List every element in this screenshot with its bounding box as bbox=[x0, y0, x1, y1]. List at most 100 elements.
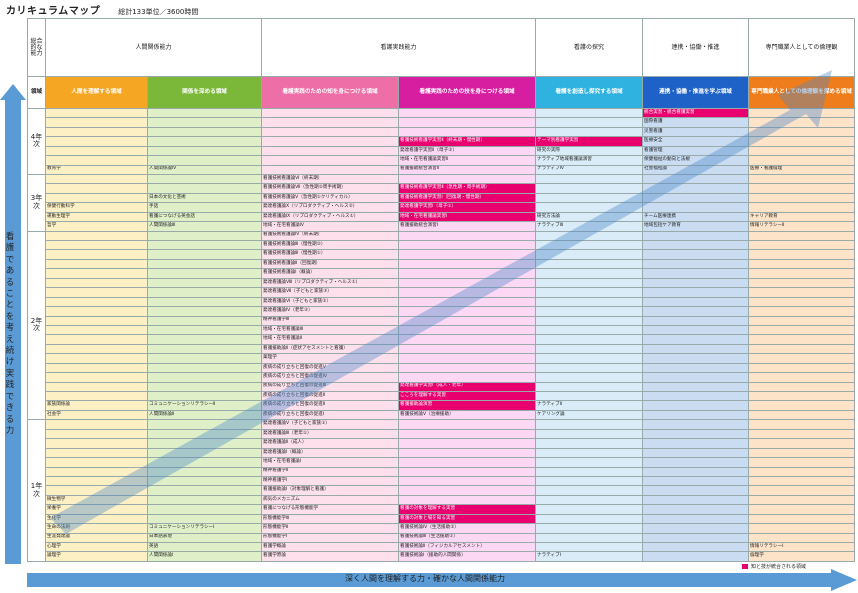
course-cell bbox=[748, 145, 856, 157]
area-header: 関係を深める領域 bbox=[146, 76, 263, 109]
course-cell bbox=[642, 551, 750, 562]
course-cell bbox=[45, 192, 148, 204]
course-cell bbox=[146, 173, 263, 185]
course-cell: 看護技術看護論Ⅱ（回復期） bbox=[261, 258, 400, 270]
course-cell bbox=[146, 343, 263, 355]
course-cell bbox=[642, 466, 750, 477]
course-cell: ナラティブⅢ bbox=[535, 221, 644, 232]
course-row: 災害看護 bbox=[28, 126, 856, 138]
course-cell: 栄養学 bbox=[45, 504, 148, 515]
course-cell bbox=[748, 202, 856, 213]
course-cell: 発達看護論Ⅶ（子どもと家族③） bbox=[261, 287, 400, 298]
course-cell bbox=[45, 249, 148, 260]
course-cell bbox=[748, 400, 856, 411]
course-cell: 地域・在宅看護論Ⅳ bbox=[261, 221, 400, 232]
course-cell: 日本の文化と芸術 bbox=[146, 192, 263, 204]
course-cell: テーマ別看護学実習 bbox=[535, 136, 644, 147]
course-cell: 形態機能学Ⅰ bbox=[261, 532, 400, 544]
course-cell bbox=[398, 249, 537, 260]
course-row: 保健行動科学 手話 発達看護論Ⅹ（リプロダクティブ・ヘルス②） 発達看護学実習Ⅰ（母子… bbox=[28, 202, 856, 213]
course-cell bbox=[45, 457, 148, 468]
course-cell bbox=[748, 136, 856, 147]
course-cell bbox=[748, 504, 856, 515]
area-header-row: 領域 人間を理解する領域 関係を深める領域 看護実践のための知を身につける領域 看護実践… bbox=[27, 76, 856, 109]
course-cell: 看護技術看護論Ⅶ（急性期②周手術期） bbox=[261, 183, 400, 194]
course-cell: 看護学原論 bbox=[261, 551, 400, 562]
course-row: 論理学 人間関係論Ⅰ 看護学原論 看護技術論Ⅰ（援助的人間関係） ナラティブⅠ 倫理学 bbox=[28, 551, 856, 562]
legend-label: 知と技が統合される領域 bbox=[751, 564, 807, 570]
course-cell bbox=[146, 334, 263, 345]
course-cell bbox=[642, 202, 750, 213]
course-cell bbox=[261, 117, 400, 128]
course-cell: 発達看護論Ⅵ（子どもと家族②） bbox=[261, 296, 400, 308]
course-cell bbox=[146, 107, 263, 119]
course-cell bbox=[535, 107, 644, 119]
course-cell: 人間関係論Ⅱ bbox=[146, 409, 263, 421]
course-cell bbox=[146, 419, 263, 430]
area-header: 連携・協働・推進を学ぶ領域 bbox=[642, 76, 750, 109]
course-cell bbox=[535, 475, 644, 487]
course-cell bbox=[146, 475, 263, 487]
course-cell bbox=[535, 334, 644, 345]
title-bar: カリキュラムマップ 総計133単位／3600時間 bbox=[6, 2, 198, 17]
course-cell bbox=[45, 485, 148, 496]
course-cell: 地域・在宅看護論Ⅱ bbox=[261, 334, 400, 345]
course-cell bbox=[535, 485, 644, 496]
course-cell bbox=[398, 117, 537, 128]
corner-label: 総合的な能力 bbox=[27, 17, 46, 78]
course-cell bbox=[146, 136, 263, 147]
course-cell bbox=[261, 107, 400, 119]
course-row: 国際看護 bbox=[28, 117, 856, 128]
course-cell bbox=[642, 447, 750, 459]
course-cell: 看護技術看護論Ⅲ（慢性期②） bbox=[261, 239, 400, 251]
course-cell bbox=[535, 504, 644, 515]
course-cell bbox=[535, 315, 644, 326]
course-cell bbox=[642, 513, 750, 525]
course-cell bbox=[748, 173, 856, 185]
course-cell bbox=[642, 306, 750, 317]
course-cell bbox=[146, 494, 263, 506]
course-cell bbox=[535, 258, 644, 270]
course-row: 看護技術看護論Ⅱ（回復期） bbox=[28, 258, 856, 270]
course-cell bbox=[45, 126, 148, 138]
course-cell bbox=[642, 438, 750, 449]
course-cell bbox=[748, 494, 856, 506]
vertical-arrow bbox=[0, 84, 26, 564]
course-cell bbox=[45, 117, 148, 128]
course-row: 看護援助論Ⅱ（症状アセスメントと看護） bbox=[28, 343, 856, 355]
course-cell bbox=[535, 457, 644, 468]
course-row: 発達看護学実習Ⅱ（母子②） 研究の実際 看護管理 bbox=[28, 145, 856, 157]
course-cell bbox=[642, 504, 750, 515]
course-cell bbox=[748, 258, 856, 270]
course-cell: ケアリング論 bbox=[535, 409, 644, 421]
course-cell bbox=[45, 428, 148, 440]
course-row: 発達看護論Ⅱ（成人） bbox=[28, 438, 856, 449]
course-cell bbox=[146, 315, 263, 326]
course-cell: 地域・在宅看護論実習Ⅰ bbox=[398, 211, 537, 223]
course-cell: 倫理学 bbox=[748, 551, 856, 562]
course-cell bbox=[642, 277, 750, 289]
course-row: 地域・在宅看護論Ⅰ bbox=[28, 457, 856, 468]
course-cell: 哲学 bbox=[45, 221, 148, 232]
course-cell bbox=[642, 239, 750, 251]
course-cell bbox=[748, 192, 856, 204]
course-cell bbox=[398, 173, 537, 185]
course-cell bbox=[45, 334, 148, 345]
course-cell bbox=[535, 532, 644, 544]
course-cell bbox=[398, 475, 537, 487]
horizontal-arrow bbox=[27, 569, 857, 591]
course-cell bbox=[45, 306, 148, 317]
course-cell bbox=[535, 192, 644, 204]
year-label: 4年次 bbox=[27, 107, 46, 175]
course-cell: 人間関係論Ⅳ bbox=[146, 164, 263, 175]
course-cell: 発達看護論Ⅹ（リプロダクティブ・ヘルス②） bbox=[261, 202, 400, 213]
course-cell bbox=[261, 145, 400, 157]
course-cell bbox=[45, 447, 148, 459]
course-cell bbox=[398, 287, 537, 298]
course-row: 看護技術看護論Ⅲ（慢性期②） bbox=[28, 239, 856, 251]
course-cell: 看護技術論Ⅲ（生活援助①） bbox=[398, 532, 537, 544]
course-row: 精神看護学Ⅲ bbox=[28, 315, 856, 326]
course-cell: 看護技術看護論Ⅳ（終末期） bbox=[261, 230, 400, 242]
course-cell: 看護技術看護学実習Ⅰ（回復期・慢性期） bbox=[398, 192, 537, 204]
course-cell: 看護技術看護論Ⅲ（慢性期①） bbox=[261, 249, 400, 260]
